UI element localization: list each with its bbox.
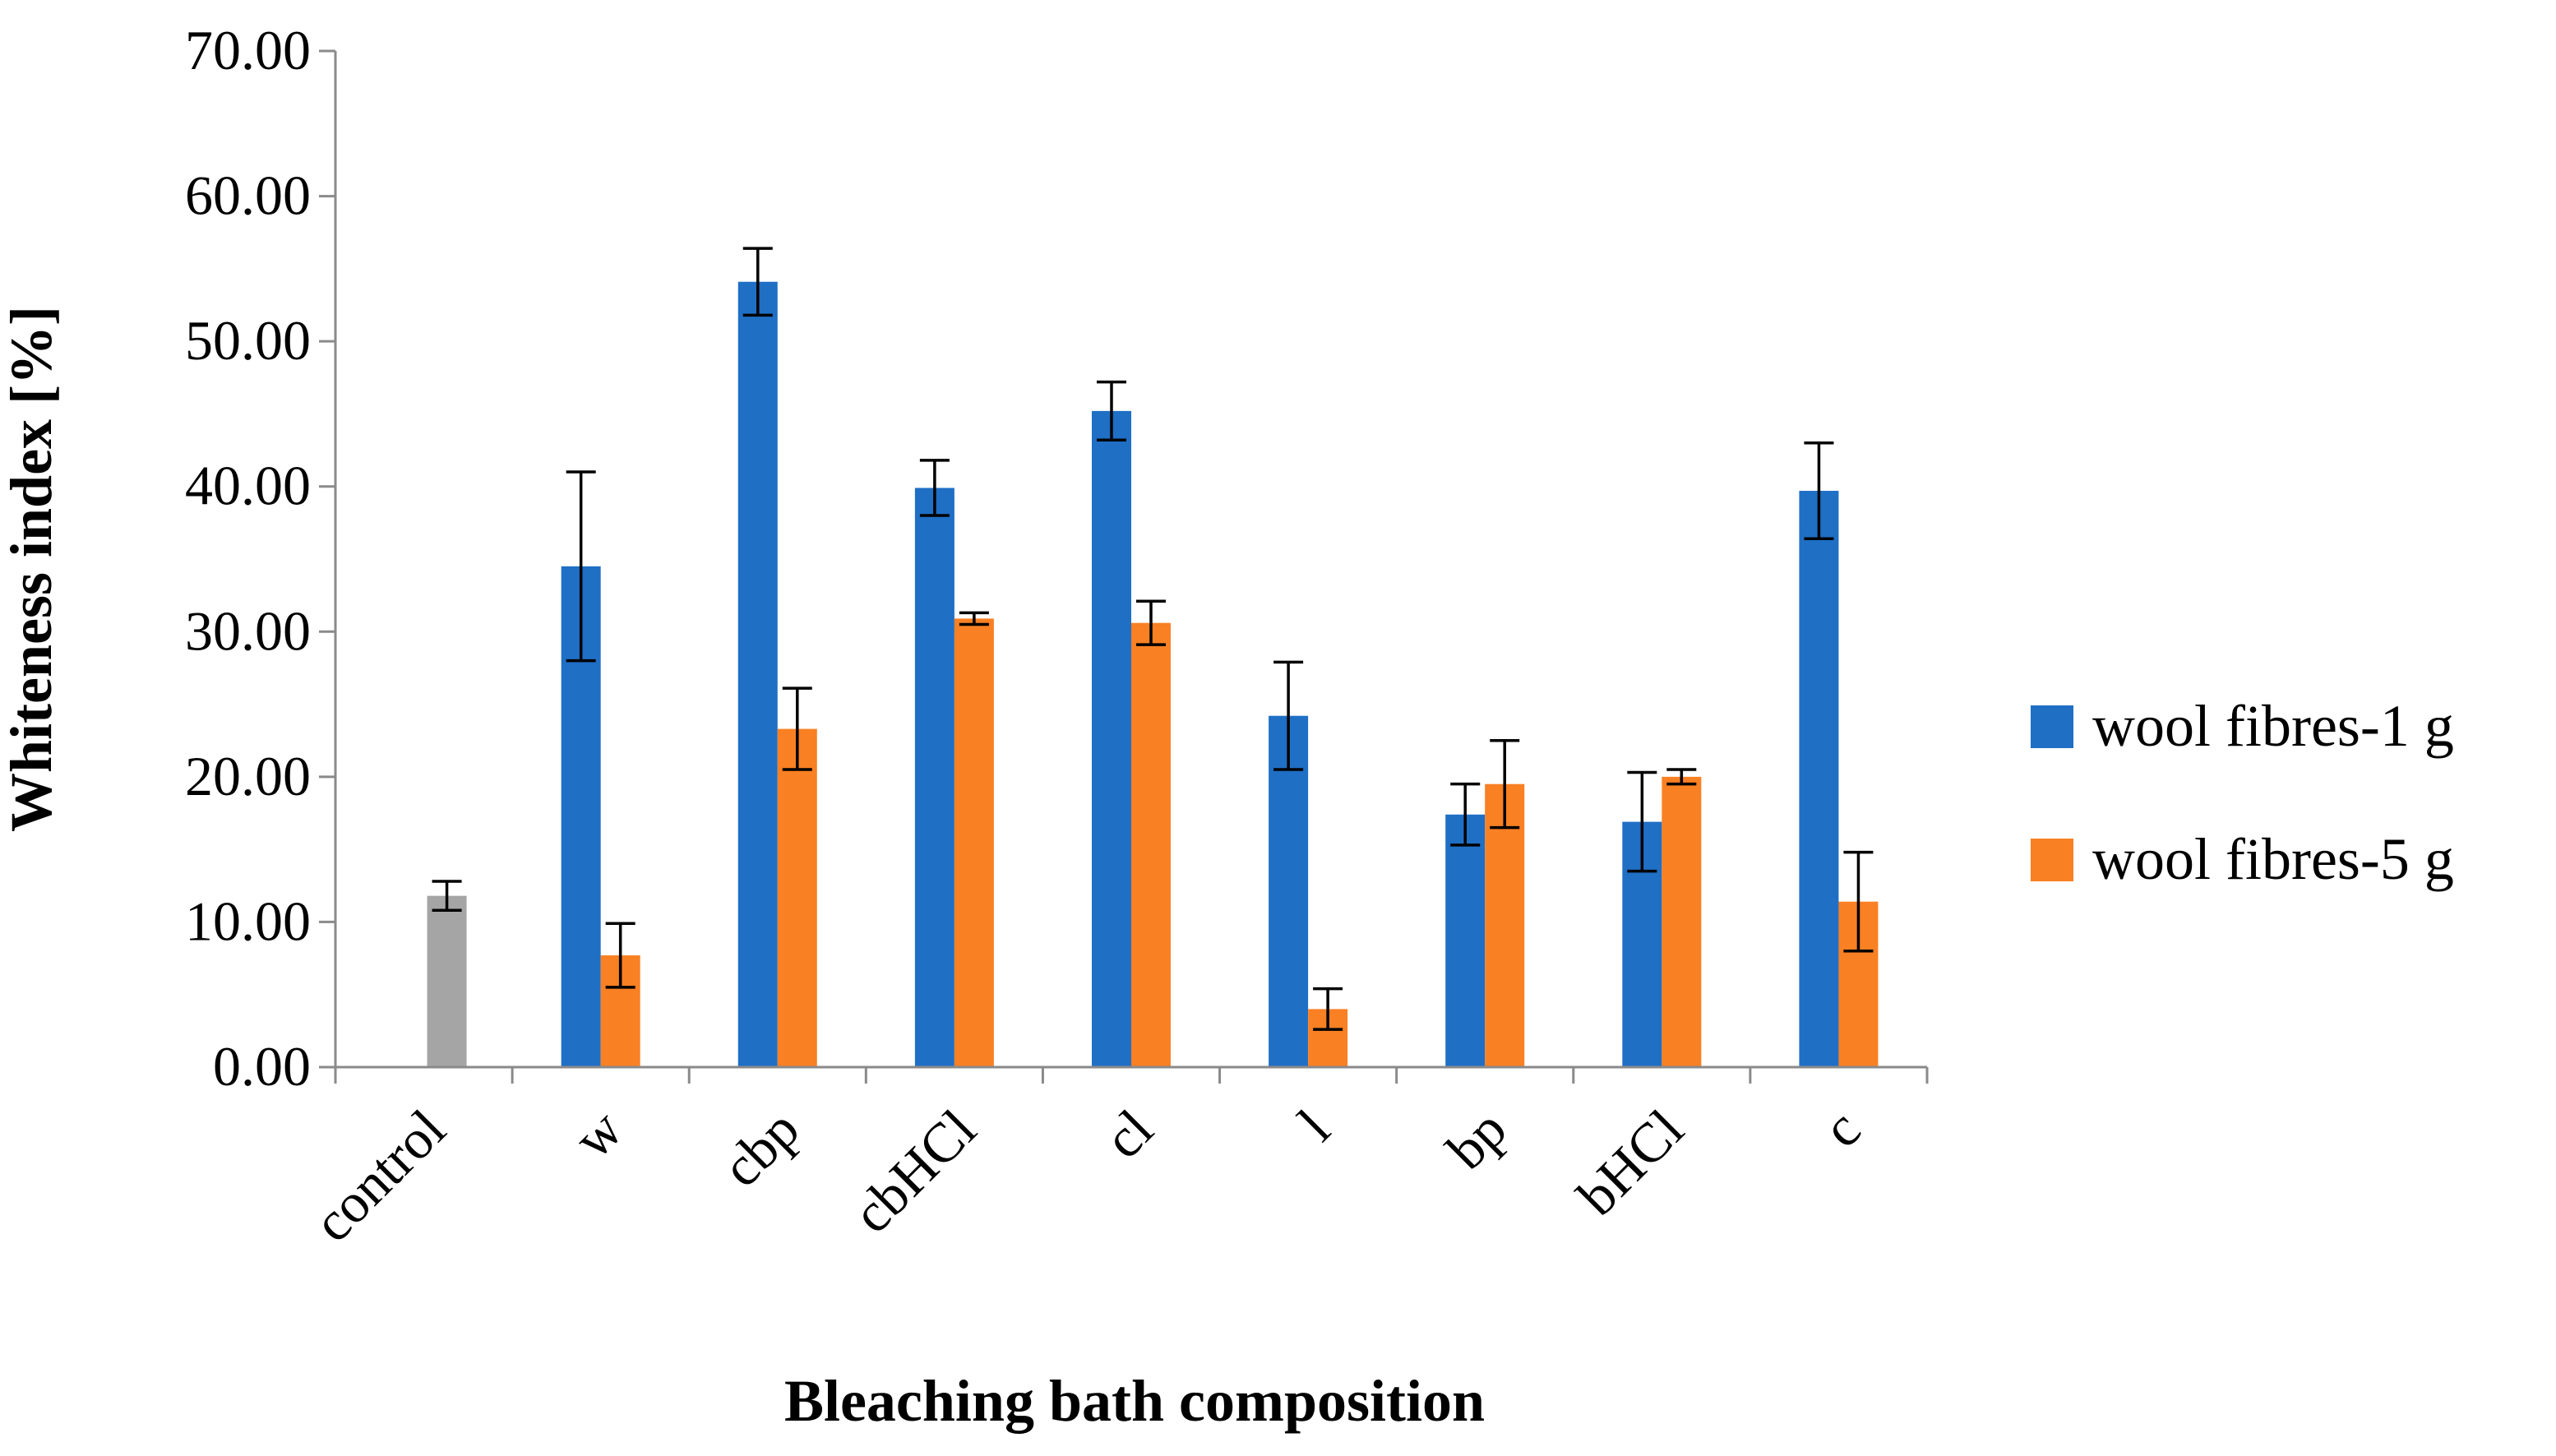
bar-control [427,895,467,1067]
legend: wool fibres-1 g wool fibres-5 g [2031,693,2454,892]
y-tick-label: 30.00 [185,599,311,662]
bar-cbp-series-2 [777,728,817,1067]
category-label-bp: bp [1435,1098,1518,1181]
bar-cbp-series-1 [737,281,778,1068]
y-axis-title: Whiteness index [%] [0,306,64,832]
bar-bp-series-1 [1445,814,1486,1067]
bar-l-series-1 [1269,715,1309,1067]
category-label-cl: cl [1092,1098,1164,1170]
bar-cbhcl-series-1 [914,488,954,1067]
category-label-cbp: cbp [709,1098,811,1199]
bar-cbhcl-series-2 [954,618,994,1067]
bar-cl-series-1 [1092,410,1131,1067]
bar-cl-series-2 [1131,622,1171,1067]
y-tick-label: 0.00 [213,1035,311,1098]
y-tick-label: 10.00 [185,890,311,952]
bar-c-series-1 [1799,491,1839,1067]
category-label-c: c [1810,1098,1872,1159]
legend-swatch-wool-fibres-5g [2031,839,2073,881]
category-label-cbhcl: cbHCl [840,1098,987,1245]
legend-swatch-wool-fibres-1g [2031,705,2073,748]
y-tick-label: 70.00 [185,19,311,81]
bar-bp-series-2 [1485,783,1525,1067]
category-label-l: l [1287,1098,1342,1153]
y-tick-label: 50.00 [185,309,311,372]
category-label-w: w [562,1098,634,1170]
y-tick-label: 20.00 [185,745,311,807]
axes: 0.00 10.00 20.00 30.00 40.00 50.00 60.00 70.00 c… [185,19,1929,1254]
legend-label-wool-fibres-5g: wool fibres-5 g [2092,826,2454,892]
error-bars [432,247,1874,1031]
x-axis-title: Bleaching bath composition [784,1368,1485,1434]
bars [427,281,1879,1068]
category-label-bhcl: bHCl [1565,1098,1695,1227]
legend-label-wool-fibres-1g: wool fibres-1 g [2092,693,2454,759]
y-tick-label: 40.00 [185,455,311,517]
category-label-control: control [301,1098,457,1254]
bar-bhcl-series-2 [1662,776,1702,1067]
y-tick-label: 60.00 [185,164,311,227]
